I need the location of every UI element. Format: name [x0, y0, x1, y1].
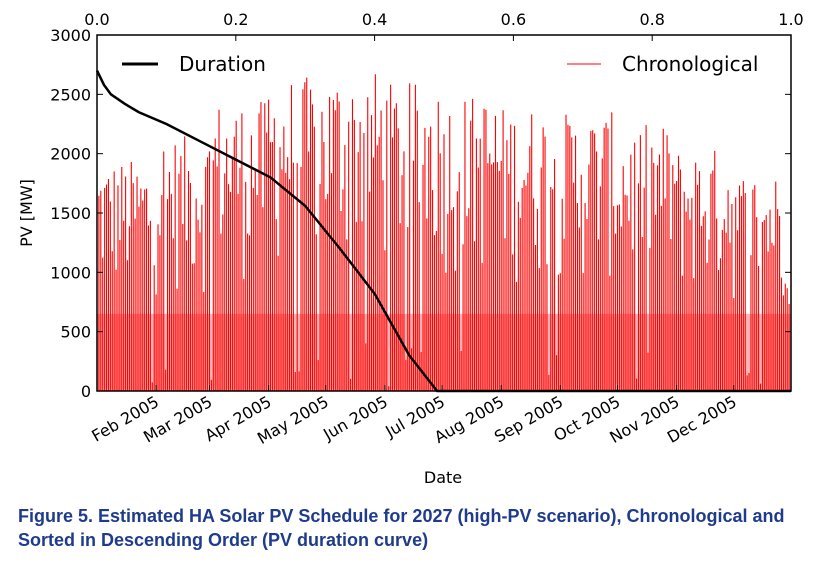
y-tick-label: 1500: [50, 204, 91, 223]
legend-duration-label: Duration: [179, 52, 266, 76]
y-tick-label: 500: [60, 323, 91, 342]
y-tick-label: 1000: [50, 263, 91, 282]
plot-area: [95, 34, 792, 393]
top-tick-label: 0.0: [84, 10, 109, 29]
y-tick-label: 2000: [50, 145, 91, 164]
y-axis-ticks: 0 500 1000 1500 2000 2500 3000: [50, 26, 791, 401]
top-tick-label: 0.8: [639, 10, 664, 29]
x-tick-label: Jun 2005: [319, 392, 391, 444]
legend: Duration Chronological: [122, 52, 758, 76]
top-tick-label: 0.2: [223, 10, 248, 29]
y-tick-label: 0: [81, 382, 91, 401]
y-tick-label: 2500: [50, 85, 91, 104]
top-tick-label: 0.6: [501, 10, 526, 29]
y-axis-label: PV [MW]: [17, 179, 36, 247]
y-tick-label: 3000: [50, 26, 91, 45]
legend-chronological-label: Chronological: [622, 52, 758, 76]
top-x-axis-ticks: 0.0 0.2 0.4 0.6 0.8 1.0: [84, 10, 804, 41]
figure-caption: Figure 5. Estimated HA Solar PV Schedule…: [18, 506, 785, 550]
top-tick-label: 1.0: [778, 10, 803, 29]
top-tick-label: 0.4: [362, 10, 387, 29]
chronological-series: [96, 74, 792, 391]
x-axis-label: Date: [424, 468, 462, 487]
